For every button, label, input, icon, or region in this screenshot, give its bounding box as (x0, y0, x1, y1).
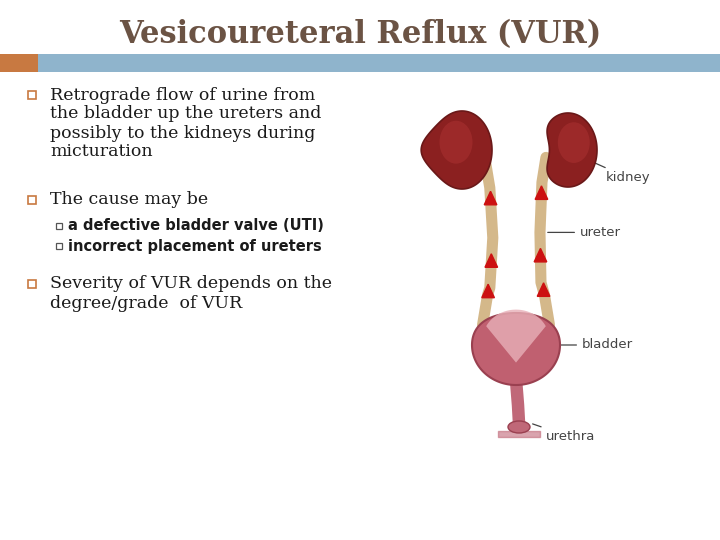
Bar (38, 54, 720, 72)
Polygon shape (421, 111, 492, 189)
Polygon shape (537, 283, 550, 296)
Bar (56, 223, 62, 229)
Polygon shape (547, 113, 597, 187)
Text: bladder: bladder (557, 339, 633, 352)
Text: The cause may be: The cause may be (50, 192, 208, 208)
Polygon shape (482, 284, 495, 298)
Ellipse shape (558, 122, 590, 163)
Text: ureter: ureter (548, 226, 621, 239)
Polygon shape (535, 186, 548, 199)
Bar (28, 196, 36, 204)
Text: incorrect placement of ureters: incorrect placement of ureters (68, 239, 322, 253)
Text: degree/grade  of VUR: degree/grade of VUR (50, 294, 242, 312)
Bar (0, 54, 38, 72)
Text: a defective bladder valve (UTI): a defective bladder valve (UTI) (68, 219, 324, 233)
Bar (28, 280, 36, 288)
Polygon shape (486, 309, 546, 362)
Text: Retrograde flow of urine from: Retrograde flow of urine from (50, 86, 315, 104)
Text: kidney: kidney (591, 161, 651, 185)
Ellipse shape (439, 121, 472, 164)
Text: urethra: urethra (533, 424, 595, 443)
Text: Severity of VUR depends on the: Severity of VUR depends on the (50, 275, 332, 293)
Text: Vesicoureteral Reflux (VUR): Vesicoureteral Reflux (VUR) (119, 19, 601, 51)
Text: possibly to the kidneys during: possibly to the kidneys during (50, 125, 315, 141)
Bar (28, 91, 36, 99)
Polygon shape (485, 254, 498, 267)
Bar (56, 243, 62, 249)
Text: micturation: micturation (50, 144, 153, 160)
Polygon shape (534, 248, 546, 262)
Ellipse shape (508, 421, 530, 433)
Polygon shape (485, 191, 497, 205)
Polygon shape (472, 313, 560, 385)
Text: the bladder up the ureters and: the bladder up the ureters and (50, 105, 321, 123)
